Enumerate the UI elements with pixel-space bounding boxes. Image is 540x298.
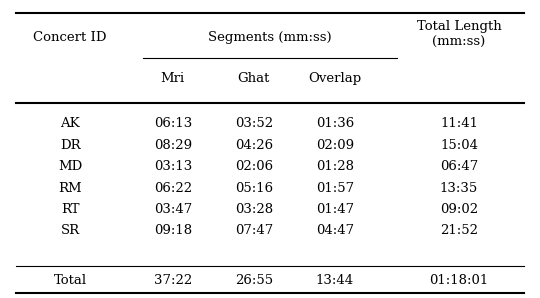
Text: MD: MD <box>58 160 82 173</box>
Text: 03:52: 03:52 <box>235 117 273 130</box>
Text: Total Length
(mm:ss): Total Length (mm:ss) <box>417 20 501 49</box>
Text: 06:13: 06:13 <box>154 117 192 130</box>
Text: 26:55: 26:55 <box>235 274 273 287</box>
Text: 07:47: 07:47 <box>235 224 273 238</box>
Text: 09:02: 09:02 <box>440 203 478 216</box>
Text: RT: RT <box>61 203 79 216</box>
Text: 03:13: 03:13 <box>154 160 192 173</box>
Text: 13:35: 13:35 <box>440 181 478 195</box>
Text: 11:41: 11:41 <box>440 117 478 130</box>
Text: 02:06: 02:06 <box>235 160 273 173</box>
Text: 06:47: 06:47 <box>440 160 478 173</box>
Text: 04:47: 04:47 <box>316 224 354 238</box>
Text: 37:22: 37:22 <box>154 274 192 287</box>
Text: Concert ID: Concert ID <box>33 31 107 44</box>
Text: DR: DR <box>60 139 80 152</box>
Text: Overlap: Overlap <box>308 72 361 86</box>
Text: 01:18:01: 01:18:01 <box>429 274 489 287</box>
Text: 15:04: 15:04 <box>440 139 478 152</box>
Text: 01:36: 01:36 <box>316 117 354 130</box>
Text: 01:28: 01:28 <box>316 160 354 173</box>
Text: 03:47: 03:47 <box>154 203 192 216</box>
Text: 09:18: 09:18 <box>154 224 192 238</box>
Text: Total: Total <box>53 274 87 287</box>
Text: 03:28: 03:28 <box>235 203 273 216</box>
Text: 01:47: 01:47 <box>316 203 354 216</box>
Text: Segments (mm:ss): Segments (mm:ss) <box>208 31 332 44</box>
Text: 05:16: 05:16 <box>235 181 273 195</box>
Text: 04:26: 04:26 <box>235 139 273 152</box>
Text: 13:44: 13:44 <box>316 274 354 287</box>
Text: 01:57: 01:57 <box>316 181 354 195</box>
Text: 02:09: 02:09 <box>316 139 354 152</box>
Text: AK: AK <box>60 117 80 130</box>
Text: Ghat: Ghat <box>238 72 270 86</box>
Text: Mri: Mri <box>161 72 185 86</box>
Text: RM: RM <box>58 181 82 195</box>
Text: 08:29: 08:29 <box>154 139 192 152</box>
Text: 06:22: 06:22 <box>154 181 192 195</box>
Text: 21:52: 21:52 <box>440 224 478 238</box>
Text: SR: SR <box>60 224 80 238</box>
